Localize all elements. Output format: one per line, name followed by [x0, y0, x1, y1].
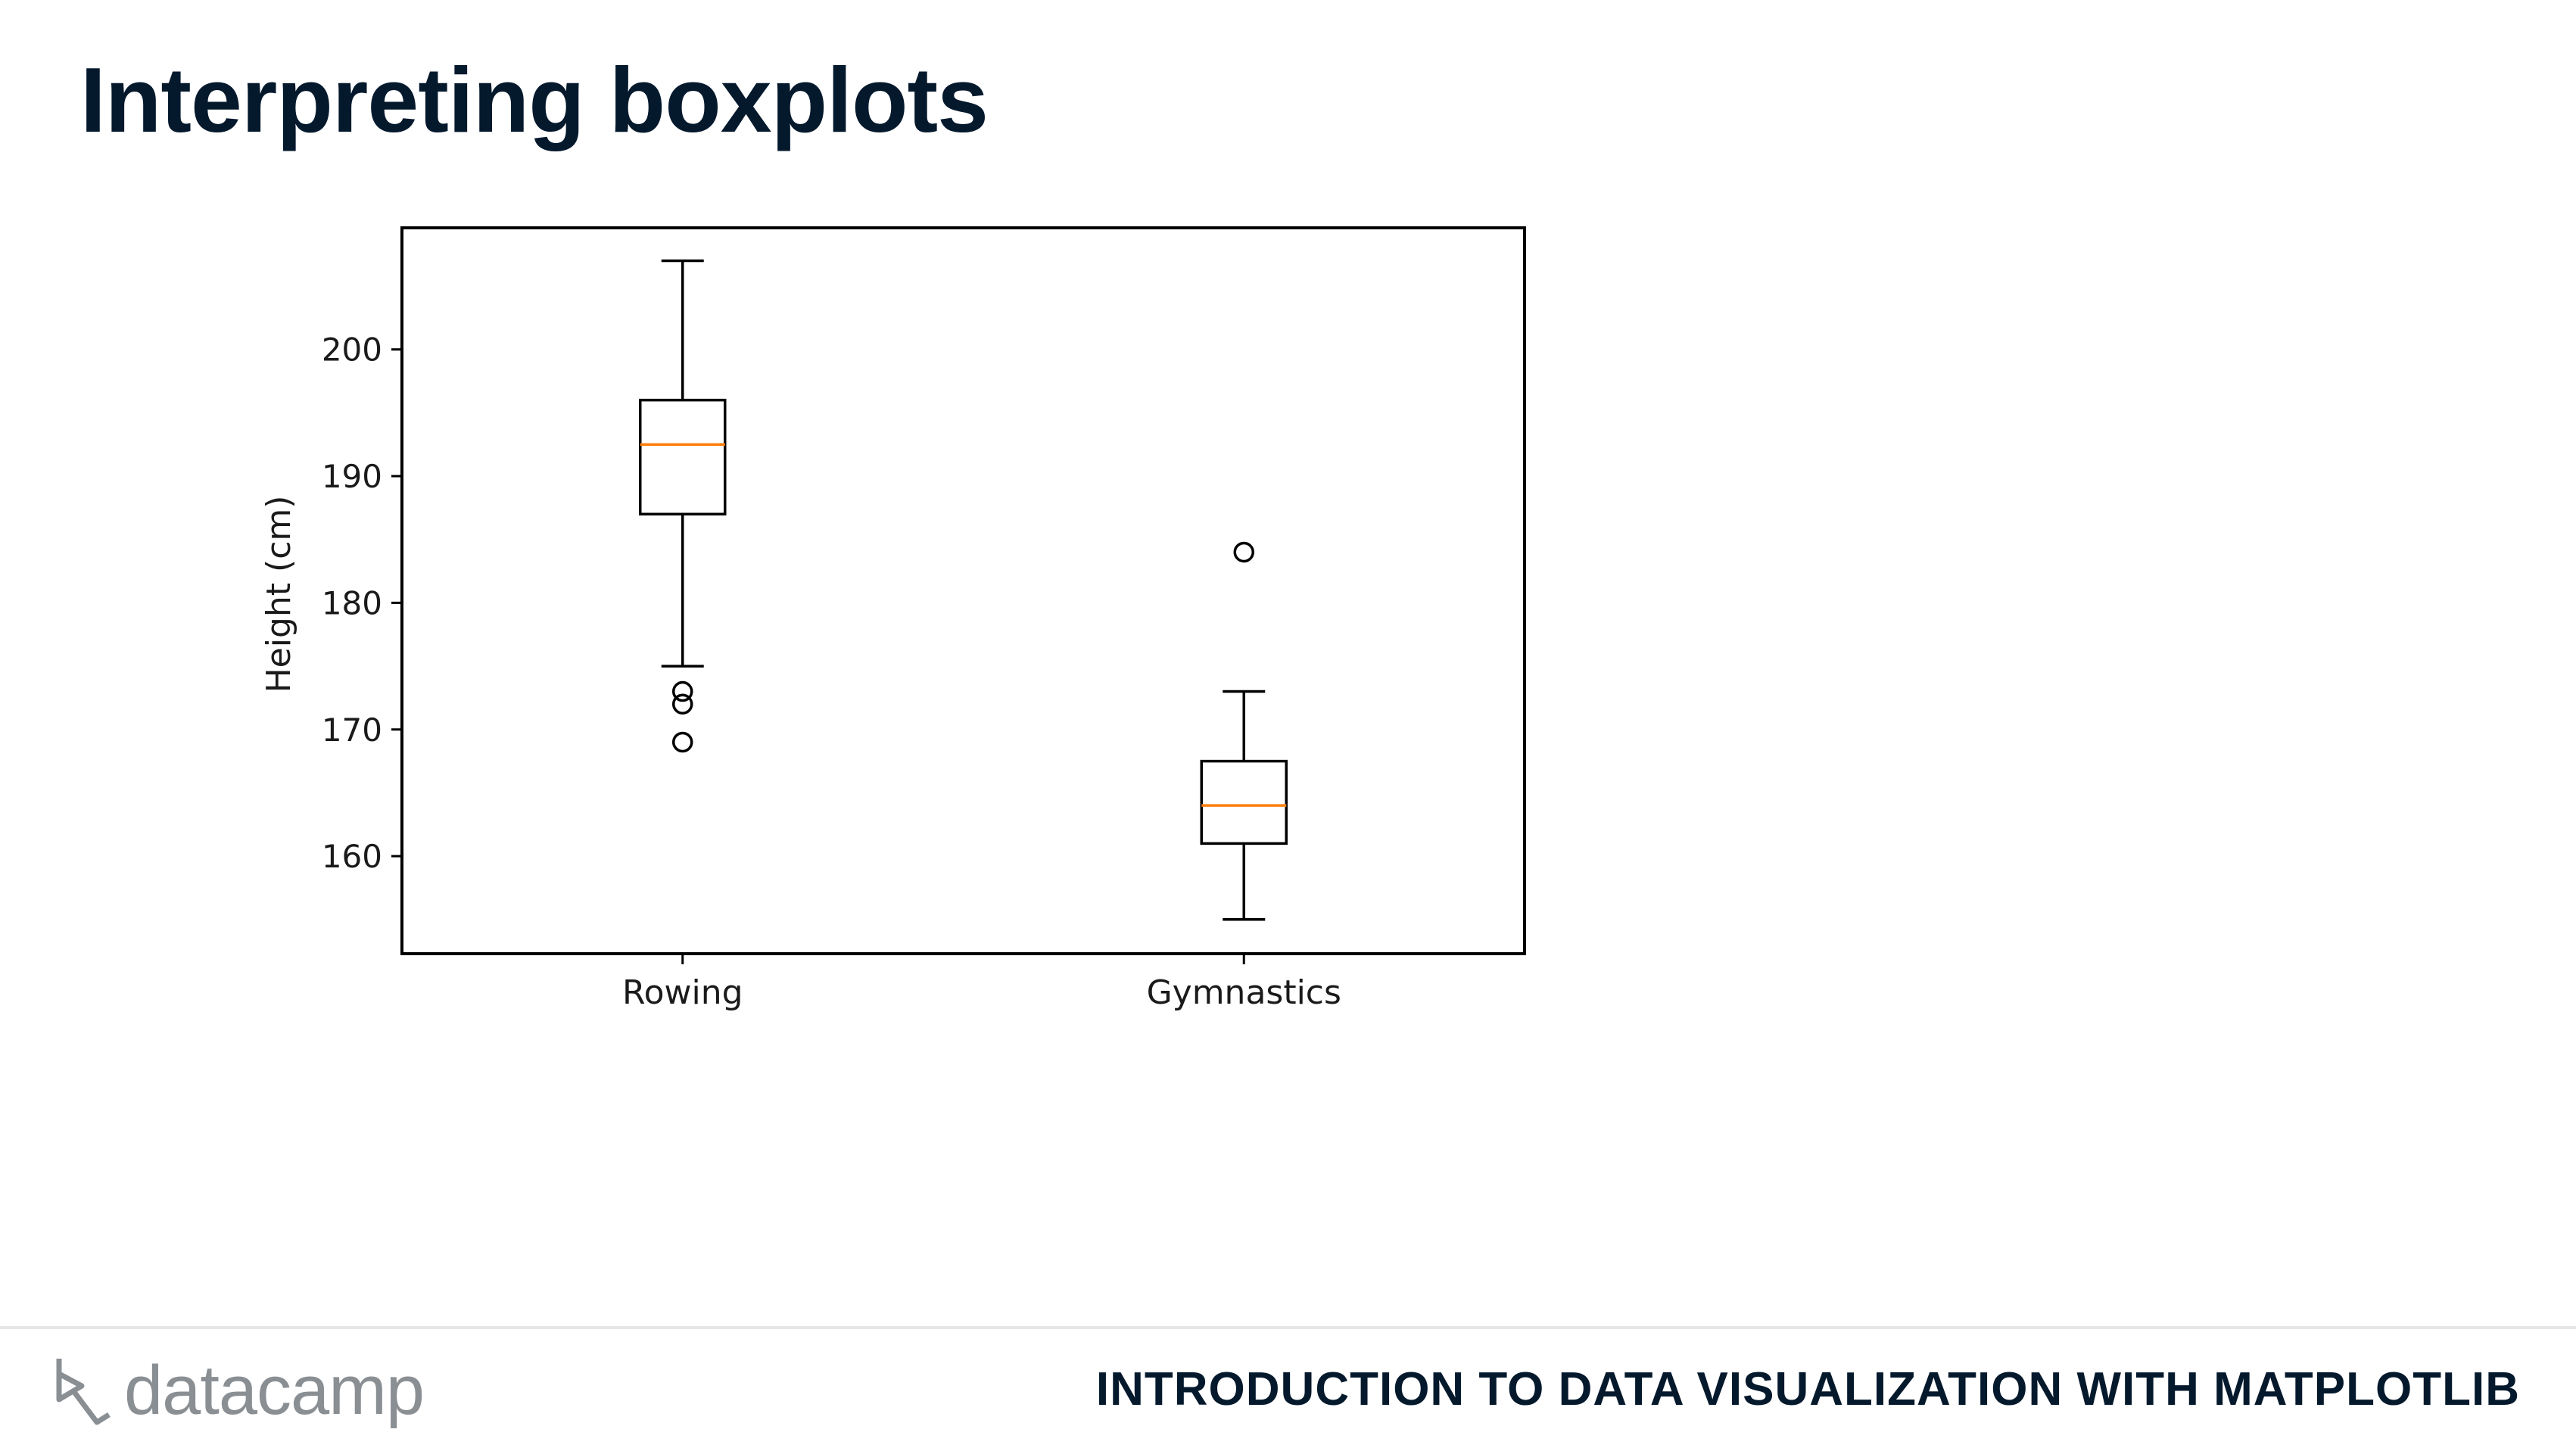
course-title: INTRODUCTION TO DATA VISUALIZATION WITH …	[1095, 1363, 2520, 1415]
datacamp-logo[interactable]: datacamp	[53, 1349, 425, 1432]
gymnastics-outlier-point	[1233, 541, 1254, 563]
y-axis-label: Height (cm)	[260, 496, 298, 693]
y-tick-label: 190	[322, 458, 382, 495]
page-title: Interpreting boxplots	[80, 48, 989, 151]
y-tick-label: 200	[322, 332, 382, 369]
y-tick-label: 170	[322, 711, 382, 749]
rowing-box	[639, 398, 727, 515]
rowing-outlier-point	[672, 731, 693, 753]
x-tick-label: Rowing	[622, 973, 743, 1012]
y-tick-label: 180	[322, 584, 382, 621]
rowing-outlier-point	[672, 693, 693, 715]
rowing-outlier-point	[672, 680, 693, 702]
footer-divider	[0, 1326, 2576, 1329]
logo-text: datacamp	[124, 1351, 425, 1429]
plot-frame	[400, 226, 1526, 955]
gymnastics-box	[1200, 759, 1288, 845]
x-tick-label: Gymnastics	[1147, 973, 1341, 1012]
y-tick-label: 160	[322, 838, 382, 875]
datacamp-logo-icon	[56, 1359, 111, 1425]
